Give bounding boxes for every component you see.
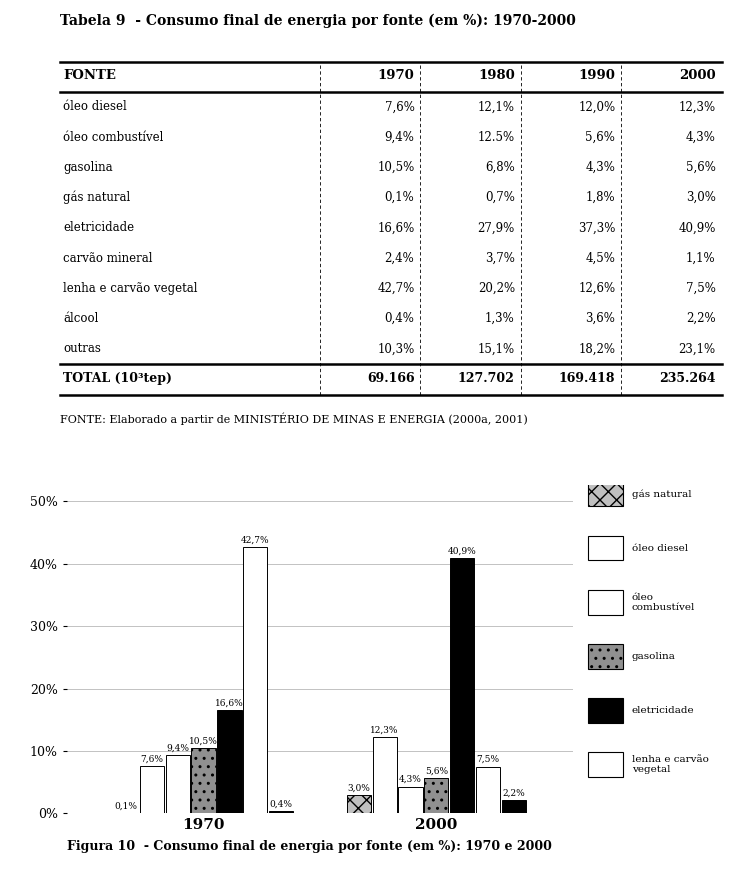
Bar (398, 787, 423, 813)
Text: 7,5%: 7,5% (686, 282, 716, 295)
Bar (589, 645, 623, 669)
Text: 1980: 1980 (478, 69, 515, 83)
Text: 7,5%: 7,5% (476, 755, 499, 765)
Text: 0,7%: 0,7% (485, 191, 515, 204)
Text: 3,0%: 3,0% (347, 783, 371, 792)
Text: 4,5%: 4,5% (586, 252, 615, 265)
Text: gás natural: gás natural (63, 191, 130, 204)
Text: 20,2%: 20,2% (478, 282, 515, 295)
Text: 2,2%: 2,2% (502, 789, 525, 797)
Text: 12,1%: 12,1% (478, 100, 515, 114)
Text: 5,6%: 5,6% (586, 131, 615, 144)
Text: 9,4%: 9,4% (166, 743, 189, 752)
Text: eletricidade: eletricidade (632, 706, 694, 715)
Text: 69.166: 69.166 (367, 372, 414, 386)
Text: 3,7%: 3,7% (485, 252, 515, 265)
Bar (501, 800, 526, 813)
Text: 2,4%: 2,4% (385, 252, 414, 265)
Text: Tabela 9  - Consumo final de energia por fonte (em %): 1970-2000: Tabela 9 - Consumo final de energia por … (60, 13, 575, 28)
Bar (166, 755, 190, 813)
Text: gasolina: gasolina (63, 161, 113, 174)
Text: 1,3%: 1,3% (485, 312, 515, 325)
Text: óleo combustível: óleo combustível (63, 131, 164, 144)
Text: 10,5%: 10,5% (377, 161, 414, 174)
Text: 10,5%: 10,5% (189, 736, 218, 745)
Text: TOTAL (10³tep): TOTAL (10³tep) (63, 372, 173, 386)
Text: 127.702: 127.702 (458, 372, 515, 386)
Bar (589, 752, 623, 777)
Text: 3,6%: 3,6% (586, 312, 615, 325)
Text: 37,3%: 37,3% (578, 221, 615, 235)
Text: álcool: álcool (63, 312, 99, 325)
Bar (269, 811, 293, 813)
Text: lenha e carvão vegetal: lenha e carvão vegetal (63, 282, 198, 295)
Text: FONTE: FONTE (63, 69, 116, 83)
Text: 1,1%: 1,1% (686, 252, 716, 265)
Text: 0,1%: 0,1% (115, 801, 138, 810)
Text: óleo diesel: óleo diesel (63, 100, 127, 114)
Bar (589, 482, 623, 507)
Text: 12.5%: 12.5% (478, 131, 515, 144)
Text: FONTE: Elaborado a partir de MINISTÉRIO DE MINAS E ENERGIA (2000a, 2001): FONTE: Elaborado a partir de MINISTÉRIO … (60, 412, 527, 425)
Bar (191, 748, 216, 813)
Text: 42,7%: 42,7% (241, 535, 269, 544)
Text: 12,6%: 12,6% (578, 282, 615, 295)
Text: 42,7%: 42,7% (377, 282, 414, 295)
Text: 5,6%: 5,6% (686, 161, 716, 174)
Text: 7,6%: 7,6% (141, 755, 164, 764)
Text: 4,3%: 4,3% (399, 775, 422, 784)
Text: gasolina: gasolina (632, 652, 676, 661)
Bar (589, 699, 623, 723)
Bar (140, 766, 164, 813)
Text: 5,6%: 5,6% (425, 767, 448, 776)
Text: outras: outras (63, 342, 101, 356)
Text: 1970: 1970 (378, 69, 414, 83)
Text: 235.264: 235.264 (659, 372, 716, 386)
Text: 4,3%: 4,3% (586, 161, 615, 174)
Text: 1990: 1990 (578, 69, 615, 83)
Text: 2,2%: 2,2% (686, 312, 716, 325)
Text: 40,9%: 40,9% (448, 547, 476, 556)
Text: óleo diesel: óleo diesel (632, 544, 688, 553)
Text: 0,4%: 0,4% (385, 312, 414, 325)
Text: 9,4%: 9,4% (385, 131, 414, 144)
Text: 3,0%: 3,0% (686, 191, 716, 204)
Text: 40,9%: 40,9% (679, 221, 716, 235)
Text: eletricidade: eletricidade (63, 221, 135, 235)
Text: 0,1%: 0,1% (385, 191, 414, 204)
Text: 4,3%: 4,3% (686, 131, 716, 144)
Text: 23,1%: 23,1% (679, 342, 716, 356)
Text: 16,6%: 16,6% (215, 699, 244, 708)
Bar (589, 590, 623, 614)
Text: 12,0%: 12,0% (578, 100, 615, 114)
Bar (450, 558, 474, 813)
Text: 12,3%: 12,3% (371, 725, 399, 734)
Text: 1,8%: 1,8% (586, 191, 615, 204)
Text: 27,9%: 27,9% (478, 221, 515, 235)
Text: 6,8%: 6,8% (485, 161, 515, 174)
Text: 169.418: 169.418 (559, 372, 615, 386)
Text: 7,6%: 7,6% (385, 100, 414, 114)
Text: 0,4%: 0,4% (269, 799, 292, 808)
Text: carvão mineral: carvão mineral (63, 252, 153, 265)
Bar (347, 795, 371, 813)
Bar (373, 737, 397, 813)
Text: 16,6%: 16,6% (377, 221, 414, 235)
Text: gás natural: gás natural (632, 490, 691, 499)
Text: óleo
combustível: óleo combustível (632, 593, 695, 613)
Text: 10,3%: 10,3% (377, 342, 414, 356)
Bar (217, 709, 242, 813)
Text: lenha e carvão
vegetal: lenha e carvão vegetal (632, 755, 709, 774)
Bar (424, 779, 449, 813)
Bar (475, 766, 500, 813)
Text: 18,2%: 18,2% (578, 342, 615, 356)
Bar (243, 547, 267, 813)
Bar (589, 536, 623, 560)
Text: 2000: 2000 (679, 69, 716, 83)
Text: 15,1%: 15,1% (478, 342, 515, 356)
Text: 12,3%: 12,3% (679, 100, 716, 114)
Text: Figura 10  - Consumo final de energia por fonte (em %): 1970 e 2000: Figura 10 - Consumo final de energia por… (67, 840, 552, 853)
